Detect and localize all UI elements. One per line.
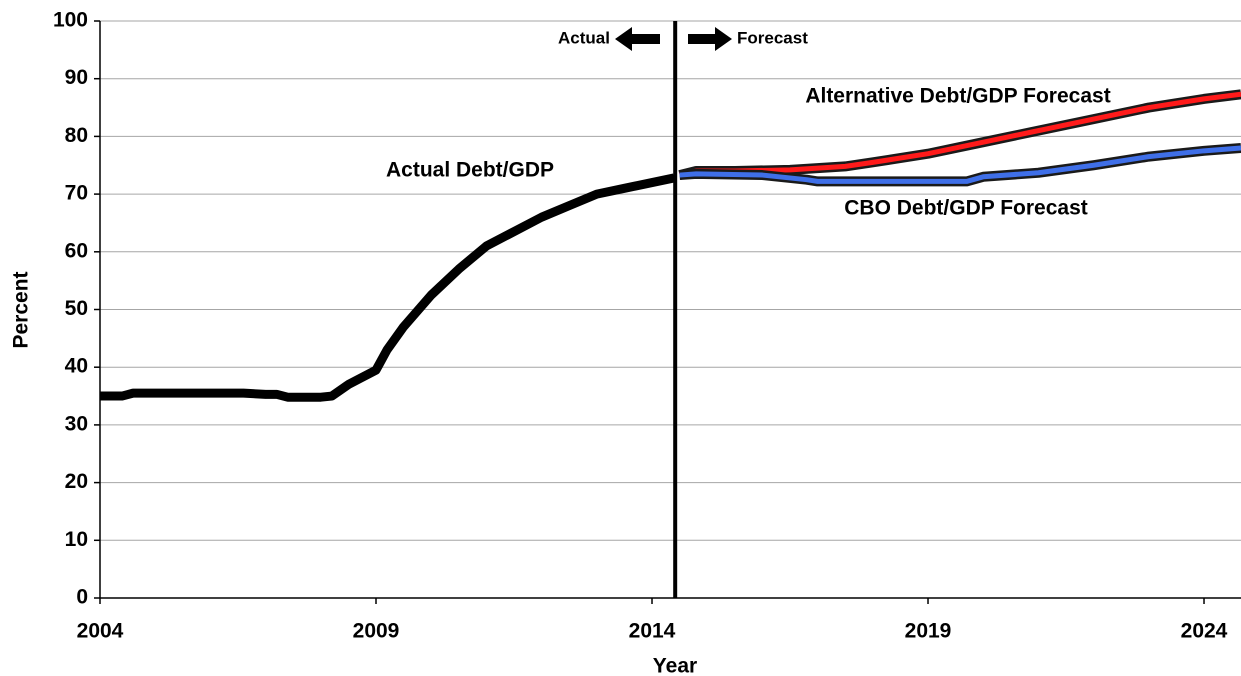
y-tick-label: 90 [65, 66, 88, 89]
x-axis-label: Year [653, 655, 697, 676]
y-tick-label: 20 [65, 470, 88, 493]
x-tick-label: 2019 [905, 620, 952, 643]
y-tick-label: 60 [65, 239, 88, 262]
series-label: CBO Debt/GDP Forecast [844, 197, 1088, 220]
ticks: 0 10 20 30 40 50 60 70 80 90 100 2004 2009 2014 2019 20… [53, 9, 1241, 643]
grid [100, 20, 1241, 599]
series-label: Actual Debt/GDP [386, 159, 554, 182]
arrow-left [615, 27, 660, 51]
annotation: Forecast [737, 28, 808, 47]
x-tick-label: 2009 [353, 620, 400, 643]
y-tick-label: 0 [76, 586, 88, 609]
y-tick-label: 100 [53, 9, 88, 32]
y-tick-label: 40 [65, 355, 88, 378]
y-axis-label: Percent [10, 271, 33, 348]
annotation: Actual [558, 28, 610, 47]
line [100, 173, 676, 402]
y-tick-label: 50 [65, 297, 88, 320]
x-tick-label: 2024 [1181, 620, 1228, 643]
y-tick-label: 80 [65, 124, 88, 147]
series-label: Alternative Debt/GDP Forecast [805, 85, 1110, 108]
line [679, 145, 1241, 184]
arrow-right [688, 27, 732, 51]
x-tick-label: 2014 [629, 620, 676, 643]
y-tick-label: 70 [65, 182, 88, 205]
x-tick-label: 2004 [77, 620, 124, 643]
y-tick-label: 10 [65, 528, 88, 551]
lines [100, 89, 1241, 402]
y-tick-label: 30 [65, 412, 88, 435]
